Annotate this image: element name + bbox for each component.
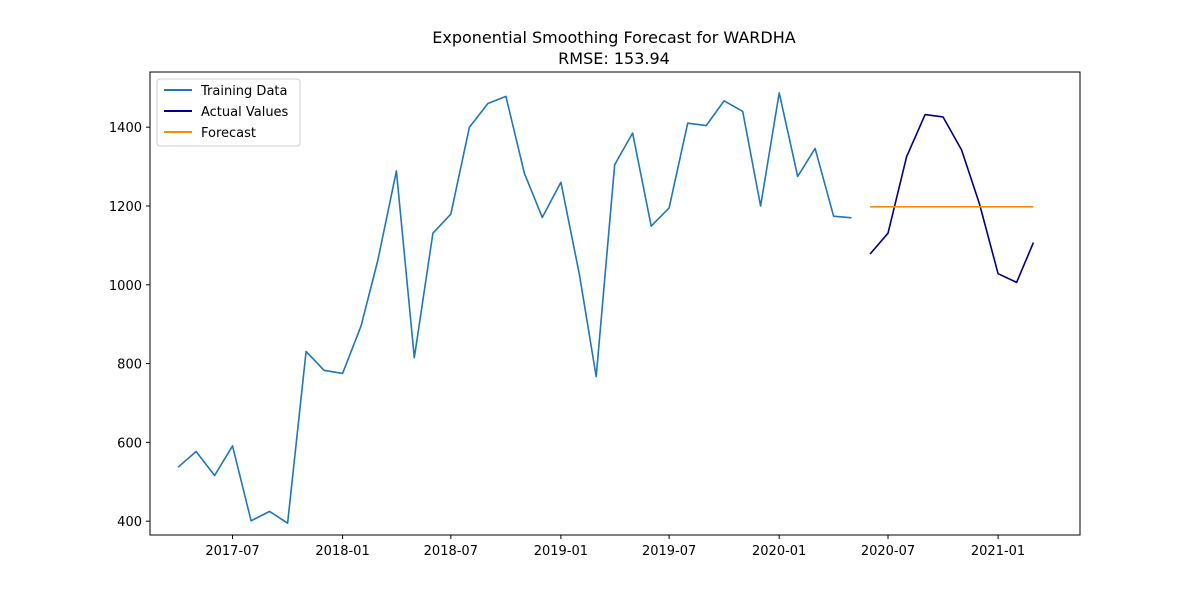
x-tick-label: 2020-07 (861, 544, 915, 559)
y-tick-label: 1200 (109, 200, 142, 215)
x-tick-label: 2018-01 (315, 544, 369, 559)
plot-frame (149, 71, 1081, 536)
chart-title: Exponential Smoothing Forecast for WARDH… (432, 28, 796, 47)
y-tick-label: 800 (117, 358, 142, 373)
x-tick-label: 2021-01 (971, 544, 1025, 559)
y-tick-label: 1400 (109, 121, 142, 136)
y-tick-label: 1000 (109, 279, 142, 294)
legend-label: Forecast (201, 126, 256, 141)
legend: Training Data Actual Values Forecast (156, 78, 301, 147)
x-axis: 2017-07 2018-01 2018-07 2019-01 2019-07 2020-… (205, 535, 1025, 559)
x-tick-label: 2020-01 (752, 544, 806, 559)
x-tick-label: 2019-07 (642, 544, 696, 559)
plot-lines (177, 92, 1035, 525)
y-tick-label: 600 (117, 436, 142, 451)
chart-subtitle: RMSE: 153.94 (558, 49, 670, 68)
legend-label: Training Data (200, 84, 287, 99)
legend-label: Actual Values (201, 105, 289, 120)
series-line-0 (177, 92, 852, 525)
y-axis: 400 600 800 1000 1200 1400 (109, 121, 150, 530)
legend-box (156, 78, 301, 147)
series-line-1 (869, 113, 1035, 284)
x-tick-label: 2018-07 (424, 544, 478, 559)
x-tick-label: 2017-07 (205, 544, 259, 559)
y-tick-label: 400 (117, 515, 142, 530)
x-tick-label: 2019-01 (534, 544, 588, 559)
